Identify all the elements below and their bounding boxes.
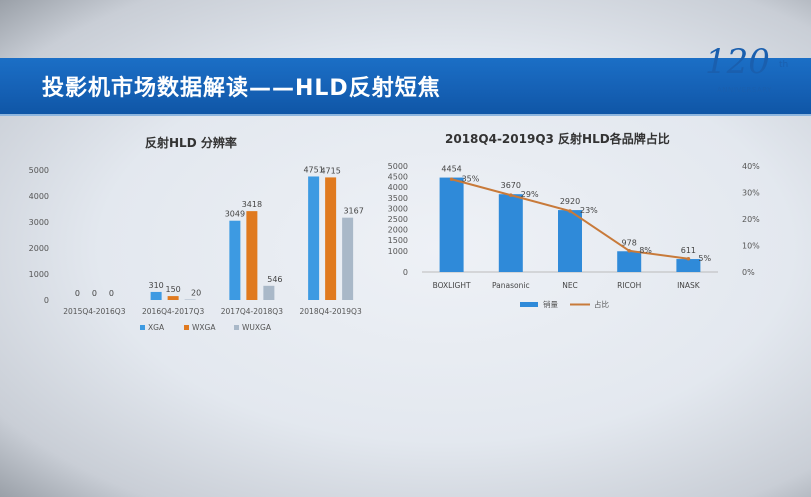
- bar: [167, 296, 179, 300]
- x-tick-label: INASK: [677, 281, 701, 290]
- y-tick-label: 1000: [29, 270, 49, 279]
- sales-bar: [676, 259, 701, 272]
- left-axis-tick-label: 1500: [388, 236, 408, 245]
- left-axis-tick-label: 1000: [388, 247, 408, 256]
- y-tick-label: 0: [44, 296, 49, 305]
- share-value-label: 23%: [580, 206, 598, 215]
- sales-bar: [558, 210, 582, 272]
- x-tick-label: 2016Q4-2017Q3: [142, 307, 204, 316]
- sales-value-label: 2920: [560, 197, 580, 206]
- right-axis-tick-label: 20%: [742, 215, 760, 224]
- sales-value-label: 978: [622, 238, 637, 247]
- right-axis-tick-label: 40%: [742, 162, 760, 171]
- resolution-bar-chart: 0 1000 2000 3000 4000 5000 0 0 0 2015Q4-2016Q3 310…: [29, 165, 364, 332]
- x-tick-label: 2018Q4-2019Q3: [300, 307, 362, 316]
- legend-label-sales: 销量: [543, 299, 558, 309]
- left-axis-tick-label: 3000: [388, 204, 408, 213]
- right-axis-tick-label: 30%: [742, 189, 760, 198]
- bar-value-label: 3049: [225, 210, 245, 219]
- left-axis-tick-label: 4500: [388, 173, 408, 182]
- right-axis-tick-label: 0%: [742, 268, 755, 277]
- left-axis-tick-label: 5000: [388, 162, 408, 171]
- bar-value-label: 0: [92, 289, 97, 298]
- x-tick-label: 2015Q4-2016Q3: [63, 307, 125, 316]
- legend-swatch: [184, 325, 189, 330]
- bar: [325, 177, 337, 300]
- x-tick-label: 2017Q4-2018Q3: [221, 307, 283, 316]
- bar-value-label: 0: [109, 289, 114, 298]
- legend-swatch: [140, 325, 145, 330]
- chart1-title: 反射HLD 分辨率: [145, 136, 237, 150]
- title-band: [0, 58, 811, 114]
- left-axis-tick-label: 4000: [388, 183, 408, 192]
- share-value-label: 8%: [639, 246, 652, 255]
- bar-value-label: 310: [148, 281, 163, 290]
- sales-bar: [498, 194, 523, 272]
- x-tick-label: NEC: [562, 281, 578, 290]
- share-point: [686, 256, 691, 261]
- left-axis-tick-label: 2500: [388, 215, 408, 224]
- sales-bar: [439, 177, 464, 272]
- title-underline: [0, 114, 811, 116]
- logo-number: 120: [705, 42, 770, 82]
- legend-swatch-sales: [520, 302, 538, 307]
- legend-label-share: 占比: [594, 299, 609, 309]
- left-axis-tick-label: 0: [403, 268, 408, 277]
- bar: [308, 176, 320, 300]
- bar: [184, 299, 196, 300]
- x-tick-label: BOXLIGHT: [433, 281, 471, 290]
- y-tick-label: 2000: [29, 244, 49, 253]
- right-axis-tick-label: 10%: [742, 242, 760, 251]
- bar-value-label: 20: [191, 288, 201, 297]
- share-point: [627, 249, 631, 253]
- bar: [246, 211, 258, 300]
- legend-label: WXGA: [192, 323, 216, 332]
- y-tick-label: 4000: [29, 192, 49, 201]
- bar-value-label: 546: [267, 275, 282, 284]
- bar-value-label: 4751: [303, 165, 323, 174]
- left-axis-tick-label: 3500: [388, 194, 408, 203]
- share-point: [449, 177, 454, 182]
- slide-title: 投影机市场数据解读——HLD反射短焦: [42, 76, 441, 101]
- bar: [229, 220, 241, 300]
- x-tick-label: RICOH: [617, 281, 641, 290]
- share-value-label: 5%: [698, 254, 711, 263]
- bar-value-label: 3167: [343, 207, 363, 216]
- left-axis-tick-label: 2000: [388, 226, 408, 235]
- share-value-label: 35%: [462, 174, 480, 183]
- bar-value-label: 3418: [242, 200, 262, 209]
- logo-suffix: th: [779, 60, 789, 70]
- sales-value-label: 611: [681, 246, 696, 255]
- share-point: [568, 209, 572, 213]
- legend-label: WUXGA: [242, 323, 272, 332]
- chart2-title: 2018Q4-2019Q3 反射HLD各品牌占比: [445, 132, 670, 146]
- y-tick-label: 5000: [29, 166, 49, 175]
- y-tick-label: 3000: [29, 218, 49, 227]
- bar-value-label: 150: [165, 285, 180, 294]
- sales-value-label: 4454: [441, 165, 461, 174]
- legend-swatch: [234, 325, 239, 330]
- x-tick-label: Panasonic: [492, 281, 530, 290]
- share-point: [509, 193, 513, 197]
- bar-value-label: 0: [75, 289, 80, 298]
- bar: [342, 217, 354, 300]
- bar-value-label: 4715: [320, 166, 340, 175]
- bar: [150, 291, 162, 300]
- sales-bar: [617, 251, 642, 272]
- logo-subtitle: ANNIVERSARY: [717, 86, 772, 94]
- sales-value-label: 3670: [501, 181, 521, 190]
- legend-label: XGA: [148, 323, 165, 332]
- share-value-label: 29%: [521, 190, 539, 199]
- bar: [263, 285, 275, 300]
- anniversary-logo: 120 th ANNIVERSARY: [705, 42, 795, 102]
